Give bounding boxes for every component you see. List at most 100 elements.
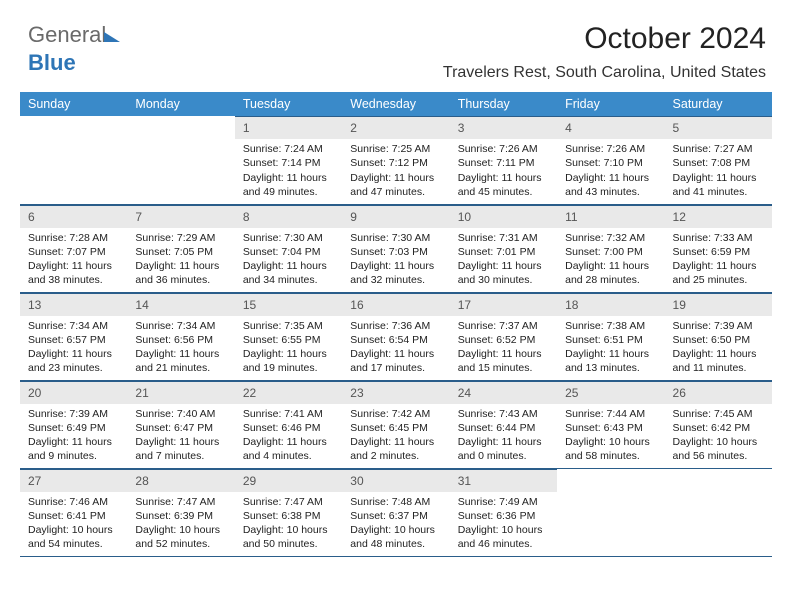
day-details: Sunrise: 7:31 AMSunset: 7:01 PMDaylight:… xyxy=(450,228,557,292)
sunset-text: Sunset: 6:59 PM xyxy=(673,245,764,259)
day-number: 12 xyxy=(665,205,772,228)
day-number: 30 xyxy=(342,469,449,492)
day-details: Sunrise: 7:30 AMSunset: 7:03 PMDaylight:… xyxy=(342,228,449,292)
daylight-text: Daylight: 11 hours xyxy=(243,259,334,273)
sunset-text: Sunset: 7:14 PM xyxy=(243,156,334,170)
daylight-text: and 25 minutes. xyxy=(673,273,764,287)
day-number: 2 xyxy=(342,116,449,139)
sunset-text: Sunset: 6:50 PM xyxy=(673,333,764,347)
daylight-text: and 52 minutes. xyxy=(135,537,226,551)
calendar-cell: 3Sunrise: 7:26 AMSunset: 7:11 PMDaylight… xyxy=(450,116,557,204)
daylight-text: Daylight: 11 hours xyxy=(458,347,549,361)
calendar-cell: 17Sunrise: 7:37 AMSunset: 6:52 PMDayligh… xyxy=(450,292,557,380)
weekday-header: Friday xyxy=(557,92,664,116)
daylight-text: and 4 minutes. xyxy=(243,449,334,463)
sunset-text: Sunset: 7:01 PM xyxy=(458,245,549,259)
day-details: Sunrise: 7:41 AMSunset: 6:46 PMDaylight:… xyxy=(235,404,342,468)
daylight-text: and 17 minutes. xyxy=(350,361,441,375)
day-details: Sunrise: 7:28 AMSunset: 7:07 PMDaylight:… xyxy=(20,228,127,292)
sunrise-text: Sunrise: 7:25 AM xyxy=(350,142,441,156)
day-details: Sunrise: 7:36 AMSunset: 6:54 PMDaylight:… xyxy=(342,316,449,380)
daylight-text: Daylight: 11 hours xyxy=(135,435,226,449)
daylight-text: and 56 minutes. xyxy=(673,449,764,463)
calendar-cell: 5Sunrise: 7:27 AMSunset: 7:08 PMDaylight… xyxy=(665,116,772,204)
calendar-cell: 13Sunrise: 7:34 AMSunset: 6:57 PMDayligh… xyxy=(20,292,127,380)
sunrise-text: Sunrise: 7:39 AM xyxy=(673,319,764,333)
calendar-cell: 26Sunrise: 7:45 AMSunset: 6:42 PMDayligh… xyxy=(665,380,772,468)
sunrise-text: Sunrise: 7:38 AM xyxy=(565,319,656,333)
day-details: Sunrise: 7:26 AMSunset: 7:10 PMDaylight:… xyxy=(557,139,664,203)
sunset-text: Sunset: 7:00 PM xyxy=(565,245,656,259)
calendar-week-row: 6Sunrise: 7:28 AMSunset: 7:07 PMDaylight… xyxy=(20,204,772,292)
weekday-header: Saturday xyxy=(665,92,772,116)
day-number: 26 xyxy=(665,381,772,404)
day-details: Sunrise: 7:35 AMSunset: 6:55 PMDaylight:… xyxy=(235,316,342,380)
day-number: 5 xyxy=(665,116,772,139)
daylight-text: Daylight: 11 hours xyxy=(458,171,549,185)
sunset-text: Sunset: 6:41 PM xyxy=(28,509,119,523)
day-details: Sunrise: 7:34 AMSunset: 6:57 PMDaylight:… xyxy=(20,316,127,380)
daylight-text: Daylight: 11 hours xyxy=(350,435,441,449)
calendar-cell: 29Sunrise: 7:47 AMSunset: 6:38 PMDayligh… xyxy=(235,468,342,556)
page-title: October 2024 xyxy=(20,22,766,56)
sunrise-text: Sunrise: 7:43 AM xyxy=(458,407,549,421)
day-details: Sunrise: 7:29 AMSunset: 7:05 PMDaylight:… xyxy=(127,228,234,292)
day-number: 13 xyxy=(20,293,127,316)
calendar-cell xyxy=(665,468,772,556)
daylight-text: Daylight: 11 hours xyxy=(243,347,334,361)
calendar-week-row: 27Sunrise: 7:46 AMSunset: 6:41 PMDayligh… xyxy=(20,468,772,556)
sunrise-text: Sunrise: 7:47 AM xyxy=(243,495,334,509)
calendar-cell: 2Sunrise: 7:25 AMSunset: 7:12 PMDaylight… xyxy=(342,116,449,204)
weekday-header: Sunday xyxy=(20,92,127,116)
daylight-text: and 41 minutes. xyxy=(673,185,764,199)
calendar-cell: 30Sunrise: 7:48 AMSunset: 6:37 PMDayligh… xyxy=(342,468,449,556)
day-details: Sunrise: 7:26 AMSunset: 7:11 PMDaylight:… xyxy=(450,139,557,203)
sunrise-text: Sunrise: 7:26 AM xyxy=(565,142,656,156)
weekday-header: Monday xyxy=(127,92,234,116)
sunrise-text: Sunrise: 7:30 AM xyxy=(350,231,441,245)
day-number: 14 xyxy=(127,293,234,316)
logo-triangle-icon xyxy=(104,24,122,50)
calendar-cell: 23Sunrise: 7:42 AMSunset: 6:45 PMDayligh… xyxy=(342,380,449,468)
calendar-cell: 18Sunrise: 7:38 AMSunset: 6:51 PMDayligh… xyxy=(557,292,664,380)
day-number: 10 xyxy=(450,205,557,228)
page-subtitle: Travelers Rest, South Carolina, United S… xyxy=(20,64,766,82)
daylight-text: Daylight: 11 hours xyxy=(673,171,764,185)
day-details: Sunrise: 7:34 AMSunset: 6:56 PMDaylight:… xyxy=(127,316,234,380)
daylight-text: and 49 minutes. xyxy=(243,185,334,199)
daylight-text: Daylight: 11 hours xyxy=(350,347,441,361)
day-details: Sunrise: 7:24 AMSunset: 7:14 PMDaylight:… xyxy=(235,139,342,203)
sunrise-text: Sunrise: 7:41 AM xyxy=(243,407,334,421)
daylight-text: and 48 minutes. xyxy=(350,537,441,551)
daylight-text: and 32 minutes. xyxy=(350,273,441,287)
day-number: 28 xyxy=(127,469,234,492)
daylight-text: and 54 minutes. xyxy=(28,537,119,551)
daylight-text: and 23 minutes. xyxy=(28,361,119,375)
day-number: 9 xyxy=(342,205,449,228)
day-number: 15 xyxy=(235,293,342,316)
day-details: Sunrise: 7:40 AMSunset: 6:47 PMDaylight:… xyxy=(127,404,234,468)
sunrise-text: Sunrise: 7:30 AM xyxy=(243,231,334,245)
daylight-text: and 43 minutes. xyxy=(565,185,656,199)
sunset-text: Sunset: 7:07 PM xyxy=(28,245,119,259)
calendar-cell: 9Sunrise: 7:30 AMSunset: 7:03 PMDaylight… xyxy=(342,204,449,292)
weekday-header: Wednesday xyxy=(342,92,449,116)
day-number: 1 xyxy=(235,116,342,139)
daylight-text: Daylight: 11 hours xyxy=(28,259,119,273)
day-number: 25 xyxy=(557,381,664,404)
day-details: Sunrise: 7:49 AMSunset: 6:36 PMDaylight:… xyxy=(450,492,557,556)
calendar-table: Sunday Monday Tuesday Wednesday Thursday… xyxy=(20,92,772,557)
sunset-text: Sunset: 6:44 PM xyxy=(458,421,549,435)
day-details: Sunrise: 7:42 AMSunset: 6:45 PMDaylight:… xyxy=(342,404,449,468)
day-number: 16 xyxy=(342,293,449,316)
calendar-cell: 11Sunrise: 7:32 AMSunset: 7:00 PMDayligh… xyxy=(557,204,664,292)
daylight-text: and 36 minutes. xyxy=(135,273,226,287)
daylight-text: Daylight: 10 hours xyxy=(458,523,549,537)
sunrise-text: Sunrise: 7:34 AM xyxy=(135,319,226,333)
calendar-cell: 24Sunrise: 7:43 AMSunset: 6:44 PMDayligh… xyxy=(450,380,557,468)
day-number: 24 xyxy=(450,381,557,404)
day-details: Sunrise: 7:39 AMSunset: 6:50 PMDaylight:… xyxy=(665,316,772,380)
sunset-text: Sunset: 7:12 PM xyxy=(350,156,441,170)
calendar-cell: 7Sunrise: 7:29 AMSunset: 7:05 PMDaylight… xyxy=(127,204,234,292)
day-details: Sunrise: 7:47 AMSunset: 6:39 PMDaylight:… xyxy=(127,492,234,556)
